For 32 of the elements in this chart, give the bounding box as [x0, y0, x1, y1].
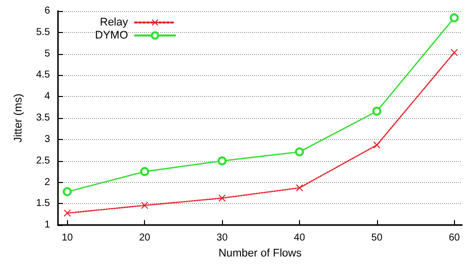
legend-label: DYMO: [95, 30, 128, 42]
y-tick-label: 2.5: [36, 155, 50, 166]
point: [64, 210, 71, 217]
x-tick-label: 40: [294, 232, 306, 244]
point: [218, 194, 226, 202]
point: [294, 147, 304, 156]
y-axis-title: Jitter (ms): [12, 94, 24, 142]
point: [62, 187, 72, 196]
x-tick-label: 10: [62, 232, 74, 244]
point: [450, 13, 459, 22]
x-axis-title: Number of Flows: [218, 248, 302, 260]
point: [296, 184, 303, 192]
point: [372, 106, 382, 116]
x-tick-label: 50: [371, 232, 383, 244]
point: [141, 202, 148, 209]
y-tick-label: 5: [44, 48, 50, 60]
y-tick-label: 5.5: [36, 26, 50, 38]
y-tick-label: 1.5: [36, 198, 50, 210]
y-tick-label: 3: [44, 134, 50, 145]
legend-label: Relay: [100, 16, 128, 28]
y-tick-label: 6: [44, 6, 50, 16]
y-tick-label: 1: [44, 220, 50, 231]
x-tick-label: 30: [216, 232, 228, 244]
point: [373, 142, 380, 149]
y-tick-label: 2: [44, 176, 50, 188]
point: [140, 167, 150, 176]
y-tick-label: 4.5: [36, 70, 50, 81]
point: [218, 156, 227, 166]
x-tick-label: 60: [448, 232, 460, 244]
y-tick-label: 4: [44, 91, 50, 102]
y-tick-label: 3.5: [36, 112, 50, 124]
x-tick-label: 20: [139, 232, 151, 244]
